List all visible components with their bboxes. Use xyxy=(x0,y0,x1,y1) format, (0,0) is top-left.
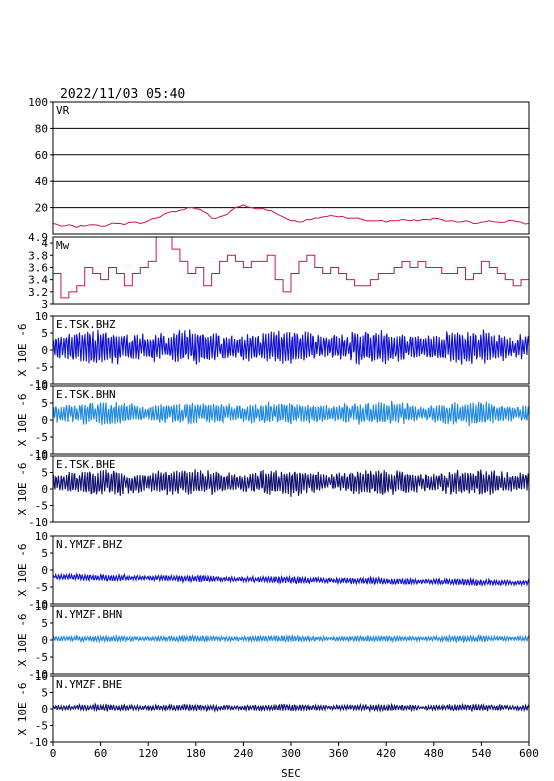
y-tick-label: -10 xyxy=(28,516,48,529)
y-tick-label: 0 xyxy=(41,414,48,427)
y-tick-label: 3.4 xyxy=(28,274,48,287)
series-line xyxy=(52,633,530,644)
y-tick-label: -10 xyxy=(28,668,48,681)
panel-frame xyxy=(52,535,530,605)
y-tick-label: -5 xyxy=(35,720,48,733)
y-tick-label: -5 xyxy=(35,651,48,664)
panel-frame xyxy=(52,236,530,305)
y-tick-label: 4.9 xyxy=(28,231,48,244)
y-tick-label: -10 xyxy=(28,736,48,749)
panel-2: -10 -5 0 5 10 X 10E -6 E.TSK.BHZ xyxy=(16,310,530,391)
series-line xyxy=(52,329,530,365)
panel-label: E.TSK.BHE xyxy=(56,458,116,471)
y-tick-label: 10 xyxy=(35,670,48,683)
y-tick-label: 5 xyxy=(41,617,48,630)
y-tick-label: 10 xyxy=(35,380,48,393)
panel-frame xyxy=(52,605,530,675)
y-tick-label: -10 xyxy=(28,378,48,391)
panel-4: -10 -5 0 5 10 X 10E -6 E.TSK.BHE xyxy=(16,450,530,529)
y-axis-label: X 10E -6 xyxy=(16,394,29,447)
series-line xyxy=(52,400,530,427)
y-tick-label: 3.2 xyxy=(28,286,48,299)
panel-3: -10 -5 0 5 10 X 10E -6 E.TSK.BHN xyxy=(16,380,530,461)
panel-frame xyxy=(52,315,530,385)
panels: 20406080100VR33.23.43.63.844.9Mw-10-5051… xyxy=(16,96,530,749)
series-line xyxy=(52,204,530,228)
y-tick-label: 5 xyxy=(41,547,48,560)
y-tick-label: 60 xyxy=(35,149,48,162)
x-tick-label: 300 xyxy=(281,747,301,760)
y-axis-label: X 10E -6 xyxy=(16,544,29,597)
y-tick-label: 5 xyxy=(41,467,48,480)
x-tick-label: 120 xyxy=(138,747,158,760)
panel-frame xyxy=(52,385,530,455)
x-tick-label: 600 xyxy=(519,747,539,760)
x-tick-label: 60 xyxy=(94,747,107,760)
y-axis-label: X 10E -6 xyxy=(16,614,29,667)
x-tick-label: 540 xyxy=(471,747,491,760)
y-tick-label: 40 xyxy=(35,175,48,188)
series-line xyxy=(52,572,530,588)
y-tick-label: 3.8 xyxy=(28,249,48,262)
y-tick-label: 4 xyxy=(41,237,48,250)
panel-label: N.YMZF.BHZ xyxy=(56,538,123,551)
y-tick-label: 5 xyxy=(41,687,48,700)
panel-5: -10 -5 0 5 10 X 10E -6 N.YMZF.BHZ xyxy=(16,530,530,611)
panel-frame xyxy=(52,101,530,235)
y-tick-label: -10 xyxy=(28,448,48,461)
panel-6: -10 -5 0 5 10 X 10E -6 N.YMZF.BHN xyxy=(16,600,530,681)
y-tick-label: 0 xyxy=(41,483,48,496)
y-tick-label: 10 xyxy=(35,450,48,463)
y-tick-label: 20 xyxy=(35,202,48,215)
y-tick-label: 5 xyxy=(41,397,48,410)
y-tick-label: -5 xyxy=(35,581,48,594)
y-tick-label: 10 xyxy=(35,600,48,613)
series-line xyxy=(52,702,530,713)
x-tick-label: 0 xyxy=(50,747,57,760)
y-tick-label: -5 xyxy=(35,431,48,444)
y-tick-label: -10 xyxy=(28,598,48,611)
y-axis-label: X 10E -6 xyxy=(16,683,29,736)
x-axis-label: SEC xyxy=(281,767,301,780)
y-tick-label: 0 xyxy=(41,344,48,357)
y-tick-label: 0 xyxy=(41,703,48,716)
panel-frame xyxy=(52,455,530,523)
y-tick-label: -5 xyxy=(35,361,48,374)
panel-label: E.TSK.BHN xyxy=(56,388,116,401)
y-tick-label: 0 xyxy=(41,564,48,577)
y-tick-label: 10 xyxy=(35,310,48,323)
panel-1: 33.23.43.63.844.9 Mw xyxy=(28,231,530,311)
panel-label: N.YMZF.BHN xyxy=(56,608,122,621)
x-tick-label: 180 xyxy=(186,747,206,760)
x-tick-label: 360 xyxy=(329,747,349,760)
x-axis: 0 60 120 180 240 300 360 420 480 540 600 xyxy=(50,742,539,760)
y-tick-label: 0 xyxy=(41,634,48,647)
panel-label: VR xyxy=(56,104,70,117)
y-tick-label: 3 xyxy=(41,298,48,311)
panel-0: 20 40 60 80 100 VR xyxy=(28,96,530,235)
y-tick-label: 100 xyxy=(28,96,48,109)
panel-label: Mw xyxy=(56,239,70,252)
y-tick-label: -5 xyxy=(35,500,48,513)
x-tick-label: 240 xyxy=(233,747,253,760)
y-axis-label: X 10E -6 xyxy=(16,324,29,377)
x-tick-label: 420 xyxy=(376,747,396,760)
y-tick-label: 80 xyxy=(35,122,48,135)
series-line xyxy=(53,236,530,299)
figure-title: 2022/11/03 05:40 xyxy=(60,87,185,102)
panel-label: E.TSK.BHZ xyxy=(56,318,116,331)
y-tick-label: 3.6 xyxy=(28,261,48,274)
y-tick-label: 5 xyxy=(41,327,48,340)
panel-7: -10 -5 0 5 10 X 10E -6 N.YMZF.BHE xyxy=(16,670,530,749)
x-tick-label: 480 xyxy=(424,747,444,760)
y-tick-label: 10 xyxy=(35,530,48,543)
panel-label: N.YMZF.BHE xyxy=(56,678,122,691)
y-axis-label: X 10E -6 xyxy=(16,463,29,516)
series-line xyxy=(52,469,530,497)
